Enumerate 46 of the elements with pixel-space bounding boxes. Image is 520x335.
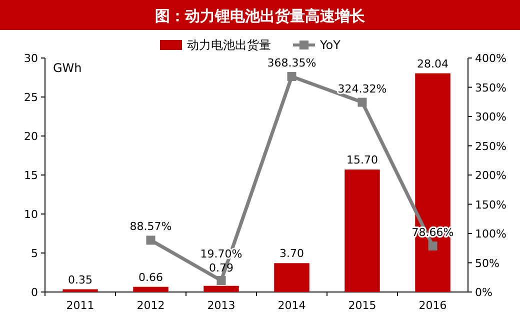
legend-label: 动力电池出货量 — [187, 38, 271, 52]
y-tick-label: 5 — [31, 247, 38, 260]
data-label: 368.35% — [267, 56, 316, 70]
data-label: 0.79 — [209, 261, 234, 274]
x-tick-label: 2016 — [418, 299, 447, 312]
y2-tick-label: 400% — [475, 52, 506, 65]
bar — [204, 286, 239, 292]
data-label: 15.70 — [346, 154, 378, 167]
bar — [344, 170, 380, 292]
data-label: 0.35 — [68, 273, 92, 286]
y-tick-label: 20 — [24, 130, 38, 143]
point — [428, 241, 438, 250]
data-label: 324.32% — [338, 82, 387, 96]
x-tick-label: 2012 — [136, 299, 165, 312]
y-tick-label: 15 — [24, 169, 38, 182]
y2-tick-label: 200% — [475, 169, 506, 182]
data-label: 28.04 — [417, 57, 448, 70]
x-tick-label: 2013 — [207, 299, 236, 312]
y-tick-label: 25 — [24, 91, 38, 104]
point — [146, 236, 156, 245]
y2-tick-label: 100% — [475, 228, 506, 240]
y-tick-label: 0 — [31, 286, 38, 299]
bar — [274, 263, 310, 292]
y-axis-title: GWh — [53, 61, 82, 75]
x-tick-label: 2014 — [278, 299, 306, 312]
data-label: 19.70% — [200, 247, 242, 260]
bar — [133, 286, 168, 292]
y-tick-label: 30 — [24, 52, 38, 65]
y2-tick-label: 150% — [475, 198, 506, 212]
x-tick-label: 2011 — [66, 299, 94, 312]
chart-title: 图：动力锂电池出货量高速增长 — [155, 7, 366, 25]
point — [358, 98, 367, 107]
data-label: 0.66 — [138, 270, 163, 284]
point — [287, 72, 296, 82]
data-label: 3.70 — [280, 247, 304, 260]
data-label: 88.57% — [130, 220, 172, 234]
y2-tick-label: 350% — [475, 81, 506, 94]
point — [216, 276, 226, 285]
y-tick-label: 10 — [24, 208, 38, 221]
y2-tick-label: 300% — [475, 110, 506, 124]
legend-label: YoY — [319, 38, 342, 52]
bar — [62, 289, 98, 292]
x-tick-label: 2015 — [348, 299, 376, 312]
y2-tick-label: 250% — [475, 140, 506, 153]
y2-tick-label: 50% — [475, 256, 500, 270]
y2-tick-label: 0% — [475, 286, 492, 299]
